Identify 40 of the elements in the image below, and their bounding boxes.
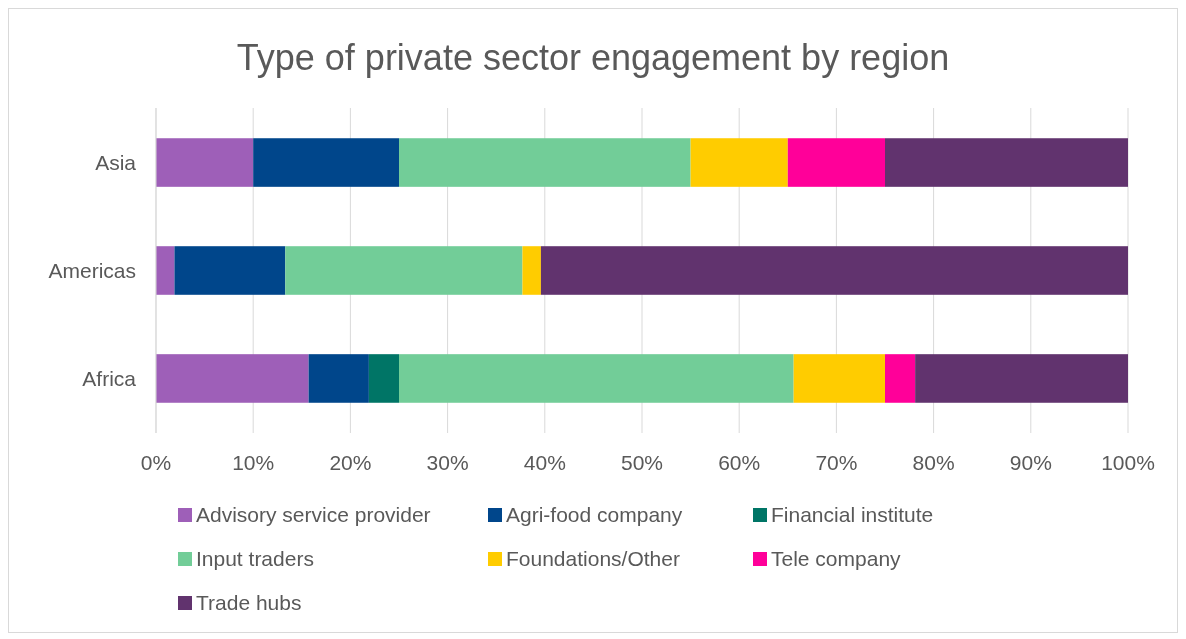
x-tick-label: 30% bbox=[426, 451, 469, 474]
y-tick-label: Americas bbox=[48, 258, 136, 282]
y-tick-label: Asia bbox=[95, 150, 137, 174]
bar bbox=[156, 138, 254, 187]
bar bbox=[915, 354, 1128, 403]
x-tick-label: 70% bbox=[815, 451, 858, 474]
x-tick-label: 90% bbox=[1009, 451, 1052, 474]
legend-label: Advisory service provider bbox=[196, 503, 431, 527]
bar bbox=[156, 354, 309, 403]
legend-label: Financial institute bbox=[771, 503, 934, 527]
bar bbox=[885, 354, 916, 403]
x-tick-label: 10% bbox=[232, 451, 275, 474]
bar bbox=[690, 138, 788, 187]
bar bbox=[540, 246, 1128, 295]
bar bbox=[368, 354, 399, 403]
x-tick-label: 40% bbox=[523, 451, 566, 474]
bar bbox=[253, 138, 399, 187]
legend-label: Agri-food company bbox=[506, 503, 683, 527]
y-tick-label: Africa bbox=[82, 366, 137, 390]
bar bbox=[285, 246, 523, 295]
chart-title: Type of private sector engagement by region bbox=[236, 37, 950, 78]
x-tick-label: 100% bbox=[1101, 451, 1155, 474]
legend-label: Trade hubs bbox=[196, 591, 302, 615]
legend-label: Foundations/Other bbox=[506, 547, 680, 571]
bar bbox=[885, 138, 1128, 187]
bar bbox=[174, 246, 286, 295]
bar bbox=[793, 354, 885, 403]
x-tick-label: 60% bbox=[718, 451, 761, 474]
legend-label: Input traders bbox=[196, 547, 314, 571]
x-tick-label: 0% bbox=[140, 451, 172, 474]
legend-label: Tele company bbox=[771, 547, 902, 571]
bar bbox=[156, 246, 175, 295]
x-tick-label: 50% bbox=[620, 451, 664, 474]
bar bbox=[399, 354, 794, 403]
x-tick-label: 20% bbox=[329, 451, 372, 474]
x-tick-label: 80% bbox=[912, 451, 955, 474]
bar bbox=[308, 354, 369, 403]
bar bbox=[787, 138, 885, 187]
bar bbox=[399, 138, 691, 187]
bar bbox=[522, 246, 541, 295]
